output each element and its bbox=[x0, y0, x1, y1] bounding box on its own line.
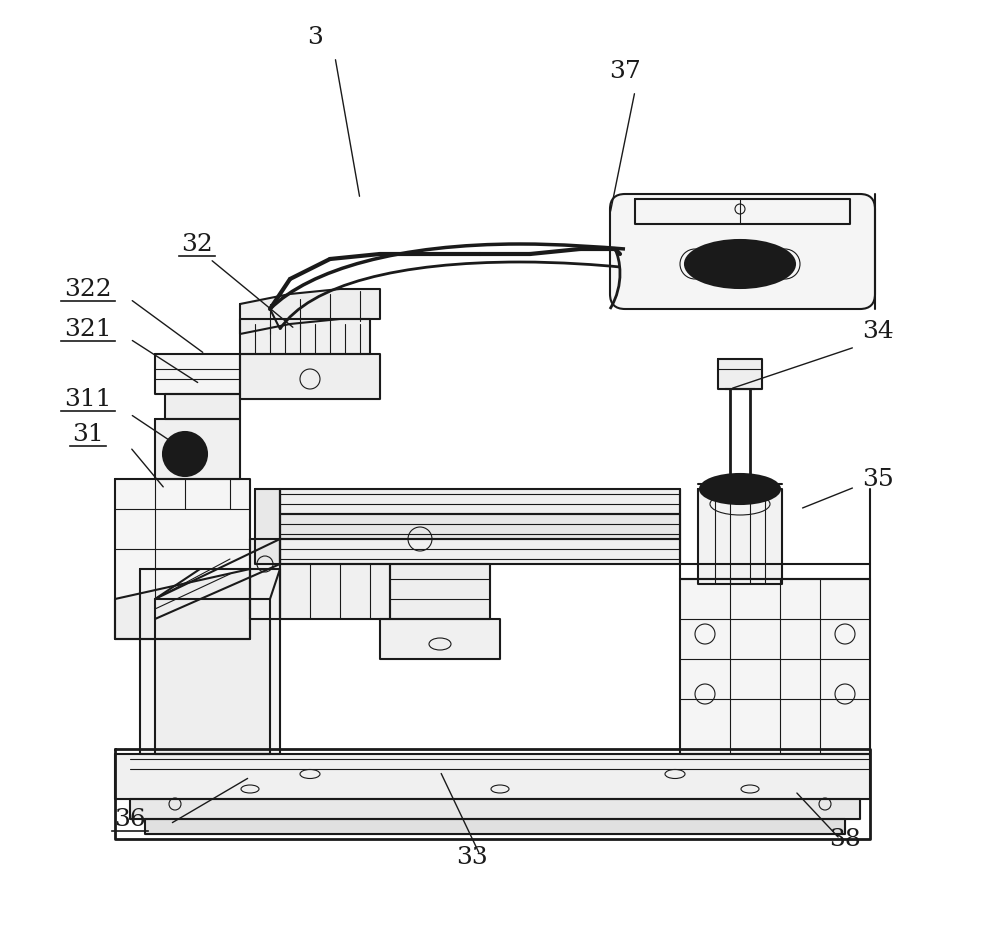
Polygon shape bbox=[255, 490, 280, 565]
Text: 34: 34 bbox=[862, 320, 894, 343]
Polygon shape bbox=[240, 320, 370, 355]
Polygon shape bbox=[635, 200, 850, 225]
Text: 38: 38 bbox=[829, 828, 861, 851]
Polygon shape bbox=[280, 514, 680, 539]
Ellipse shape bbox=[685, 241, 795, 289]
Polygon shape bbox=[115, 754, 870, 800]
Text: 32: 32 bbox=[181, 233, 213, 256]
Text: 37: 37 bbox=[609, 60, 641, 83]
Polygon shape bbox=[140, 569, 280, 754]
Text: 35: 35 bbox=[862, 468, 894, 491]
Text: 311: 311 bbox=[64, 388, 112, 411]
Polygon shape bbox=[718, 360, 762, 390]
Text: 31: 31 bbox=[72, 423, 104, 446]
Circle shape bbox=[163, 432, 207, 477]
Text: 322: 322 bbox=[64, 278, 112, 301]
Polygon shape bbox=[155, 419, 240, 480]
Polygon shape bbox=[115, 480, 250, 639]
Polygon shape bbox=[240, 290, 380, 334]
Polygon shape bbox=[250, 539, 280, 619]
FancyBboxPatch shape bbox=[610, 194, 875, 310]
Polygon shape bbox=[380, 619, 500, 659]
Polygon shape bbox=[155, 355, 240, 395]
Polygon shape bbox=[130, 800, 860, 819]
Text: 321: 321 bbox=[64, 318, 112, 341]
Polygon shape bbox=[240, 355, 380, 399]
Text: 36: 36 bbox=[114, 808, 146, 831]
Polygon shape bbox=[698, 490, 782, 584]
Text: 33: 33 bbox=[456, 846, 488, 868]
Polygon shape bbox=[280, 565, 390, 619]
Ellipse shape bbox=[700, 475, 780, 504]
Polygon shape bbox=[145, 819, 845, 834]
Polygon shape bbox=[280, 539, 680, 565]
Polygon shape bbox=[155, 599, 270, 754]
Polygon shape bbox=[165, 395, 240, 419]
Polygon shape bbox=[680, 580, 870, 754]
Text: 3: 3 bbox=[307, 26, 323, 49]
Polygon shape bbox=[390, 565, 490, 619]
Polygon shape bbox=[280, 490, 680, 514]
Polygon shape bbox=[115, 569, 250, 639]
